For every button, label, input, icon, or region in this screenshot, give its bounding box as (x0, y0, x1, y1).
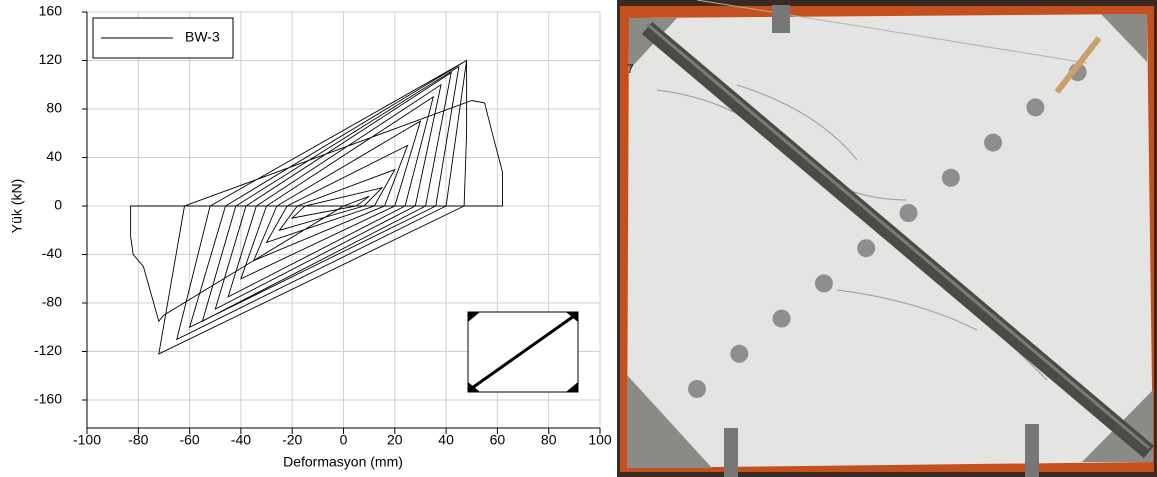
specimen-photo: 7 (617, 0, 1157, 477)
gauge-disc (941, 168, 960, 187)
y-tick-label: -160 (34, 391, 62, 407)
gauge-disc (772, 309, 791, 328)
x-tick-label: 0 (340, 432, 348, 448)
y-tick-label: 80 (46, 100, 62, 116)
gauge-disc (814, 274, 833, 293)
x-tick-label: -80 (128, 432, 148, 448)
gauge-disc (1026, 98, 1045, 117)
x-tick-label: -20 (282, 432, 302, 448)
x-tick-label: -40 (231, 432, 251, 448)
gauge-disc (688, 380, 706, 398)
x-tick-label: 20 (387, 432, 403, 448)
gauge-disc (730, 344, 749, 363)
y-tick-label: -40 (42, 245, 62, 261)
y-tick-label: 40 (46, 148, 62, 164)
x-tick-label: 80 (541, 432, 557, 448)
data-line (130, 59, 503, 355)
y-tick-label: 120 (39, 51, 63, 67)
y-tick-label: -120 (34, 342, 62, 358)
x-tick-label: 60 (490, 432, 506, 448)
x-tick-label: -60 (179, 432, 199, 448)
gauge-disc (984, 133, 1003, 152)
legend-label: BW-3 (185, 29, 220, 45)
gauge-disc (899, 204, 918, 222)
y-tick-label: 0 (54, 197, 62, 213)
x-tick-label: 40 (438, 432, 454, 448)
x-axis-label: Deformasyon (mm) (283, 454, 403, 470)
x-tick-label: 100 (588, 432, 612, 448)
y-tick-label: -80 (42, 294, 62, 310)
chart: Yük (kN) Deformasyon (mm) -160 -120 -80 -40… (9, 3, 612, 470)
x-tick-label: -100 (73, 432, 101, 448)
gauge-disc (857, 239, 876, 258)
y-axis-label: Yük (kN) (9, 179, 25, 233)
y-tick-label: 160 (39, 3, 63, 19)
panel-label: 7 (627, 62, 634, 76)
inset-diagram (467, 311, 579, 393)
